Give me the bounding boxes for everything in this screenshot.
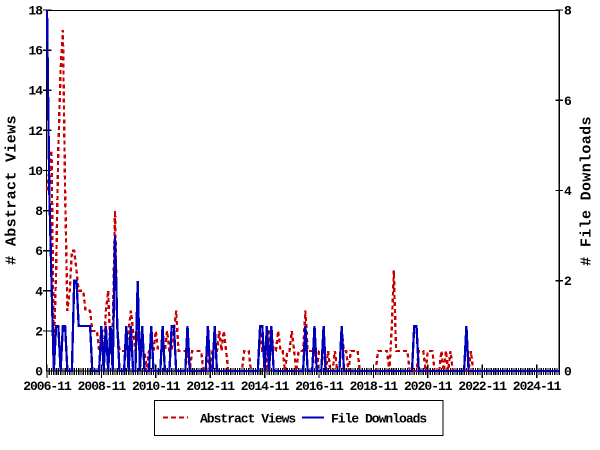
svg-text:18: 18 bbox=[28, 4, 43, 19]
svg-text:Abstract Views: Abstract Views bbox=[200, 412, 296, 427]
svg-text:2010-11: 2010-11 bbox=[132, 379, 181, 394]
svg-text:0: 0 bbox=[564, 365, 572, 380]
svg-text:12: 12 bbox=[28, 124, 43, 139]
svg-text:10: 10 bbox=[28, 164, 43, 179]
svg-text:2020-11: 2020-11 bbox=[404, 379, 453, 394]
svg-text:2012-11: 2012-11 bbox=[186, 379, 235, 394]
svg-text:2006-11: 2006-11 bbox=[23, 379, 72, 394]
svg-text:8: 8 bbox=[35, 204, 43, 219]
svg-text:4: 4 bbox=[564, 184, 572, 199]
svg-text:# Abstract Views: # Abstract Views bbox=[4, 115, 21, 265]
svg-text:2: 2 bbox=[564, 274, 572, 289]
svg-text:2022-11: 2022-11 bbox=[458, 379, 507, 394]
svg-text:2018-11: 2018-11 bbox=[350, 379, 399, 394]
svg-text:16: 16 bbox=[28, 44, 43, 59]
svg-text:# File Downloads: # File Downloads bbox=[579, 116, 596, 266]
svg-text:0: 0 bbox=[35, 365, 43, 380]
svg-text:6: 6 bbox=[564, 94, 572, 109]
svg-text:14: 14 bbox=[28, 84, 43, 99]
svg-text:6: 6 bbox=[35, 244, 43, 259]
svg-text:2016-11: 2016-11 bbox=[295, 379, 344, 394]
svg-text:2008-11: 2008-11 bbox=[78, 379, 127, 394]
svg-text:2014-11: 2014-11 bbox=[241, 379, 290, 394]
svg-text:4: 4 bbox=[35, 284, 43, 299]
svg-text:File Downloads: File Downloads bbox=[331, 412, 427, 427]
svg-text:2024-11: 2024-11 bbox=[513, 379, 562, 394]
svg-text:2: 2 bbox=[35, 324, 43, 339]
svg-text:8: 8 bbox=[564, 4, 572, 19]
